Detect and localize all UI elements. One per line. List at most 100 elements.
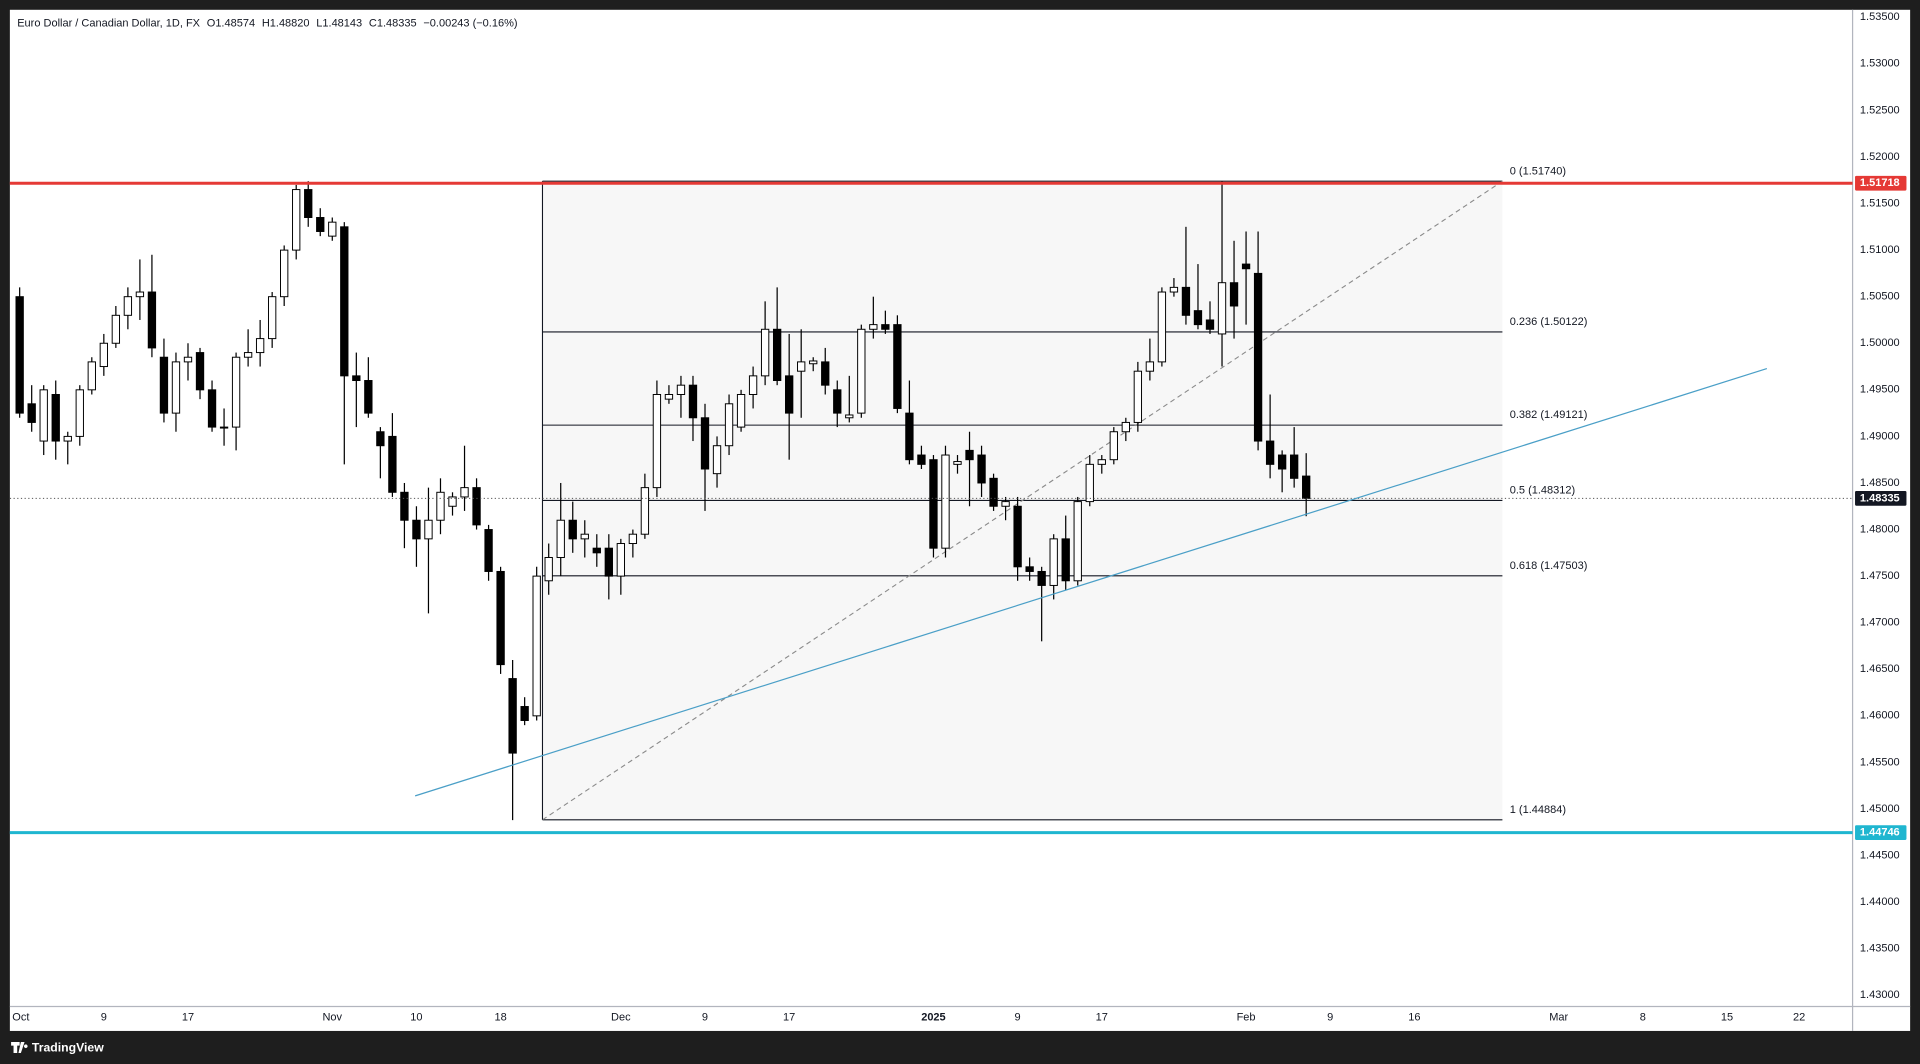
candle-body	[376, 431, 385, 447]
candle-body	[352, 375, 361, 382]
candle-body	[917, 454, 926, 465]
y-tick-label: 1.52000	[1860, 151, 1900, 163]
chart-header: Euro Dollar / Canadian Dollar, 1D, FX O1…	[17, 17, 517, 29]
candle-body	[592, 547, 601, 554]
candle-body	[195, 352, 205, 391]
candle-body	[15, 296, 24, 414]
candle-body	[400, 491, 409, 521]
y-tick-label: 1.51500	[1860, 197, 1900, 209]
candle-body	[340, 226, 349, 377]
x-tick-label: 15	[1721, 1011, 1733, 1023]
candle-body	[676, 384, 686, 395]
x-tick-label: Oct	[12, 1011, 29, 1023]
fib-level-label: 0.382 (1.49121)	[1510, 409, 1588, 421]
candle-body	[568, 519, 577, 540]
x-tick-label: 8	[1640, 1011, 1646, 1023]
candle-body	[652, 393, 662, 489]
y-tick-label: 1.53000	[1860, 58, 1900, 70]
candle-body	[255, 338, 265, 354]
candle-body	[664, 393, 674, 400]
candle-body	[881, 324, 890, 330]
candle-body	[604, 547, 613, 577]
candle-body	[1013, 505, 1022, 568]
y-tick-label: 1.47500	[1860, 570, 1900, 582]
y-tick-label: 1.50500	[1860, 291, 1900, 303]
candle-body	[724, 403, 734, 447]
candle-body	[364, 380, 373, 414]
candle-body	[267, 296, 277, 340]
candle-body	[1265, 440, 1275, 465]
candle-body	[436, 491, 445, 521]
price-line-tag	[1855, 825, 1907, 840]
candle-body	[1181, 286, 1191, 316]
ohlc-high: H1.48820	[262, 17, 310, 29]
candle-body	[1217, 282, 1227, 335]
candle-body	[1085, 463, 1094, 503]
x-tick-label: Nov	[322, 1011, 342, 1023]
y-tick-label: 1.48500	[1860, 477, 1900, 489]
candle-body	[712, 445, 722, 475]
candle-body	[1145, 361, 1155, 372]
x-tick-label: 2025	[921, 1011, 945, 1023]
x-tick-label: 10	[410, 1011, 422, 1023]
candle-body	[941, 454, 950, 549]
x-tick-label: 9	[101, 1011, 107, 1023]
candle-body	[857, 328, 866, 414]
trend-line	[414, 367, 1768, 797]
candle-body	[869, 324, 878, 330]
candle-body	[1229, 282, 1239, 307]
candle-body	[123, 296, 133, 316]
y-tick-label: 1.49000	[1860, 430, 1900, 442]
candle-body	[965, 449, 974, 461]
candle-body	[1121, 421, 1130, 433]
candle-body	[424, 519, 433, 540]
y-tick-label: 1.49500	[1860, 384, 1900, 396]
candle-body	[640, 487, 650, 535]
candle-body	[231, 356, 241, 428]
brand-logo	[11, 1041, 28, 1053]
candle-body	[1049, 538, 1058, 586]
candle-body	[171, 361, 181, 414]
fib-level-label: 1 (1.44884)	[1510, 804, 1566, 816]
drawings-back	[541, 180, 1503, 821]
candle-body	[845, 414, 854, 419]
candle-body	[760, 328, 770, 377]
x-tick-label: 18	[494, 1011, 506, 1023]
y-tick-label: 1.47000	[1860, 617, 1900, 629]
candle-body	[1169, 286, 1179, 293]
candle-body	[304, 189, 313, 218]
y-tick-label: 1.43500	[1860, 943, 1900, 955]
candle-body	[472, 487, 481, 526]
candle-body	[700, 417, 710, 470]
candle-body	[1193, 310, 1203, 326]
candle-body	[316, 217, 325, 232]
x-tick-label: 17	[783, 1011, 795, 1023]
x-tick-label: 9	[702, 1011, 708, 1023]
fib-level-label: 0.236 (1.50122)	[1510, 316, 1588, 328]
candle-body	[953, 461, 962, 465]
candle-body	[1073, 501, 1082, 582]
ohlc-open: O1.48574	[207, 17, 255, 29]
candle-body	[1037, 570, 1046, 586]
candle-body	[388, 435, 397, 493]
candle-body	[292, 189, 301, 251]
x-tick-label: 17	[182, 1011, 194, 1023]
candle-body	[75, 389, 84, 437]
ohlc-change: −0.00243 (−0.16%)	[423, 17, 517, 29]
candle-body	[833, 389, 842, 414]
candle-body	[532, 575, 541, 717]
y-tick-label: 1.45500	[1860, 756, 1900, 768]
candle-body	[1061, 538, 1070, 582]
candle-body	[520, 706, 529, 721]
candle-body	[1289, 454, 1299, 479]
y-tick-label: 1.50000	[1860, 337, 1900, 349]
candle-body	[328, 221, 337, 237]
candle-body	[508, 678, 517, 754]
price-line-label: 1.51718	[1860, 177, 1900, 189]
candle-body	[207, 389, 217, 428]
candle-body	[628, 533, 638, 545]
candle-body	[1001, 501, 1010, 507]
x-tick-label: 9	[1327, 1011, 1333, 1023]
candle-body	[1109, 431, 1118, 461]
